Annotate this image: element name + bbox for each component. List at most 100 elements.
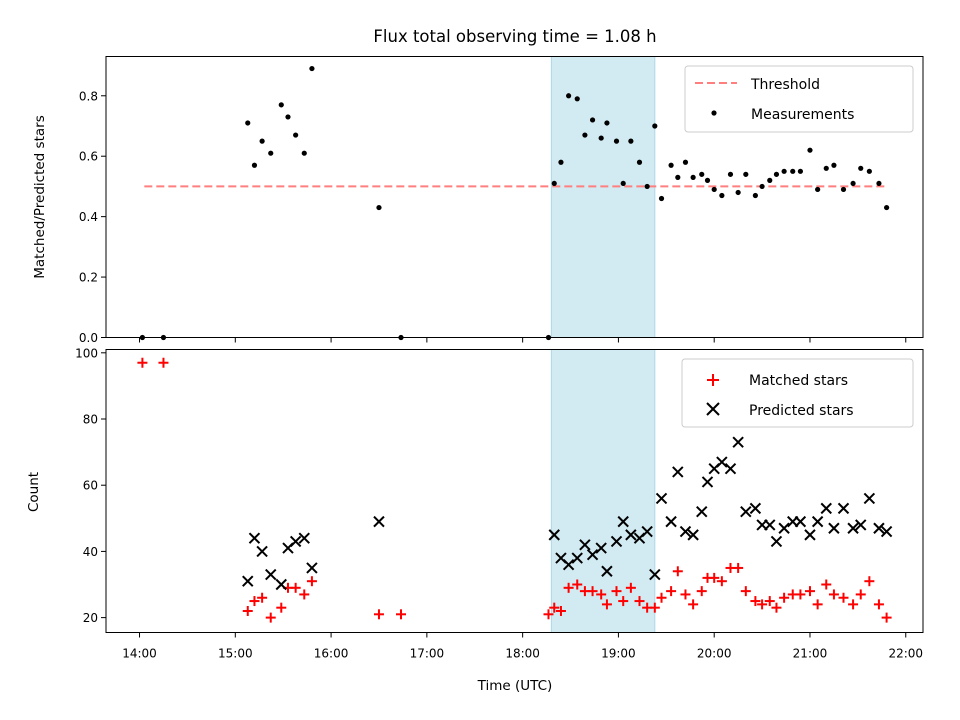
predicted-stars-point — [724, 462, 737, 475]
count-highlight-span — [550, 349, 656, 633]
predicted-stars-point — [625, 529, 637, 541]
matched-stars-point — [611, 586, 622, 597]
count-y-tick-label: 20 — [83, 611, 98, 625]
measurement-point — [604, 120, 610, 126]
predicted-stars-point — [716, 456, 728, 468]
matched-stars-point — [290, 582, 301, 593]
predicted-stars-point — [649, 568, 661, 581]
measurement-point — [613, 138, 620, 144]
measurement-point — [797, 168, 804, 174]
ratio-legend-box — [684, 65, 914, 133]
matched-stars-point — [804, 586, 815, 597]
measurement-point — [858, 165, 864, 171]
measurement-point — [566, 93, 572, 99]
ratio-highlight-span — [550, 56, 656, 338]
measurement-point — [781, 168, 787, 174]
measurement-point — [690, 174, 696, 180]
ratio-y-tick-label: 0.2 — [79, 271, 98, 285]
predicted-stars-point — [794, 515, 807, 528]
predicted-stars-point — [289, 535, 302, 548]
measurement-point — [823, 165, 829, 171]
matched-stars-point — [716, 576, 727, 587]
measurement-point — [815, 186, 821, 193]
measurement-point — [278, 102, 284, 108]
measurement-point — [582, 132, 588, 138]
predicted-stars-point — [687, 529, 699, 541]
predicted-stars-point — [256, 545, 268, 558]
measurement-point — [727, 171, 734, 177]
matched-stars-point — [656, 592, 667, 603]
matched-stars-point — [812, 599, 823, 610]
predicted-stars-point — [548, 529, 560, 541]
matched-stars-point — [828, 589, 839, 600]
matched-stars-point — [249, 596, 260, 607]
predicted-stars-point — [665, 515, 677, 528]
matched-stars-point — [680, 589, 691, 600]
matched-stars-point — [137, 357, 148, 368]
count-y-tick-label: 40 — [83, 545, 98, 559]
predicted-stars-point — [248, 532, 261, 544]
measurement-point — [268, 150, 274, 156]
matched-stars-point — [771, 602, 782, 613]
count-panel: 20 40 60 80 100 14:00 15:00 16:00 17:00 18:00 19:… — [26, 346, 924, 694]
matched-stars-point — [795, 589, 806, 600]
predicted-stars-point — [601, 565, 613, 577]
matched-stars-point — [733, 562, 744, 573]
measurement-point — [807, 147, 813, 153]
matched-stars-point — [649, 602, 660, 613]
predicted-stars-point — [764, 519, 776, 531]
ratio-y-axis-label: Matched/Predicted stars — [32, 115, 48, 278]
predicted-stars-point — [579, 539, 591, 551]
measurement-point — [866, 168, 872, 174]
predicted-stars-point — [610, 535, 623, 548]
predicted-stars-point — [863, 492, 876, 505]
measurement-point — [558, 159, 564, 165]
matched-stars-point — [158, 357, 169, 368]
matched-stars-point — [634, 596, 645, 607]
matched-stars-point — [864, 576, 875, 587]
matched-stars-point — [696, 586, 707, 597]
matched-stars-point — [306, 576, 317, 587]
matched-stars-point — [881, 612, 892, 623]
measurement-point — [652, 123, 658, 129]
measurement-point — [628, 138, 634, 144]
matched-stars-point — [563, 582, 574, 593]
measurement-point — [735, 189, 741, 196]
measurement-point — [773, 171, 780, 177]
predicted-stars-point — [586, 549, 599, 561]
matched-stars-point — [373, 609, 384, 620]
measurement-point — [850, 180, 856, 187]
measurement-point — [719, 192, 725, 199]
ratio-y-tick-label: 0.6 — [79, 150, 98, 164]
count-y-tick-label: 80 — [83, 413, 98, 427]
predicted-stars-point — [778, 522, 790, 534]
measurement-point — [376, 204, 382, 211]
ratio-y-tick-label: 0.8 — [79, 89, 98, 103]
measurements-legend-swatch — [711, 110, 717, 116]
predicted-legend-swatch — [706, 402, 720, 416]
predicted-stars-point — [595, 542, 607, 554]
matched-stars-point — [838, 592, 849, 603]
predicted-stars-point — [880, 525, 893, 538]
measurement-point — [293, 132, 299, 138]
matched-stars-point — [855, 589, 866, 600]
measurement-point — [767, 177, 773, 183]
measurement-point — [574, 96, 580, 102]
matched-stars-point — [618, 596, 629, 607]
predicted-stars-point — [373, 515, 385, 528]
predicted-stars-point — [873, 522, 885, 534]
matched-stars-point — [276, 602, 287, 613]
measurement-point — [620, 180, 626, 187]
measurement-point — [682, 159, 689, 165]
measurement-point — [831, 162, 837, 168]
measurement-point — [790, 168, 796, 174]
count-legend: Matched stars Predicted stars — [681, 358, 914, 428]
x-tick-label: 20:00 — [697, 647, 732, 661]
measurement-point — [251, 162, 258, 168]
measurement-point — [668, 162, 674, 168]
predicted-stars-point — [828, 522, 840, 534]
matched-stars-point — [601, 599, 612, 610]
x-tick-label: 22:00 — [888, 647, 923, 661]
matched-stars-point — [396, 609, 407, 620]
